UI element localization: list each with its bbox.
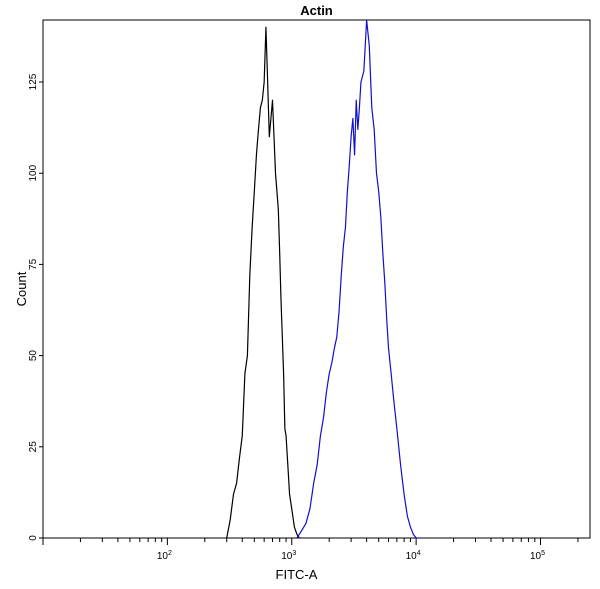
y-tick-label: 100 (28, 164, 39, 181)
y-axis-label: Count (14, 271, 29, 306)
control-histogram-line (226, 26, 300, 539)
chart-title: Actin (300, 3, 333, 18)
y-tick-label: 50 (28, 350, 39, 362)
actin-histogram-line (296, 19, 419, 539)
y-tick-label: 0 (28, 535, 39, 541)
x-tick-label: 102 (157, 550, 172, 562)
series-layer (226, 19, 419, 539)
y-tick-label: 25 (28, 441, 39, 453)
plot-frame (42, 19, 591, 539)
y-tick-label: 75 (28, 258, 39, 270)
axis-ticks: 0 25 50 75 100 125 102 103 104 105 (28, 73, 579, 562)
x-tick-label: 103 (281, 550, 296, 562)
x-tick-label: 105 (530, 550, 545, 562)
x-tick-label: 104 (406, 550, 421, 562)
y-tick-label: 125 (28, 73, 39, 90)
x-axis-label: FITC-A (276, 567, 318, 582)
